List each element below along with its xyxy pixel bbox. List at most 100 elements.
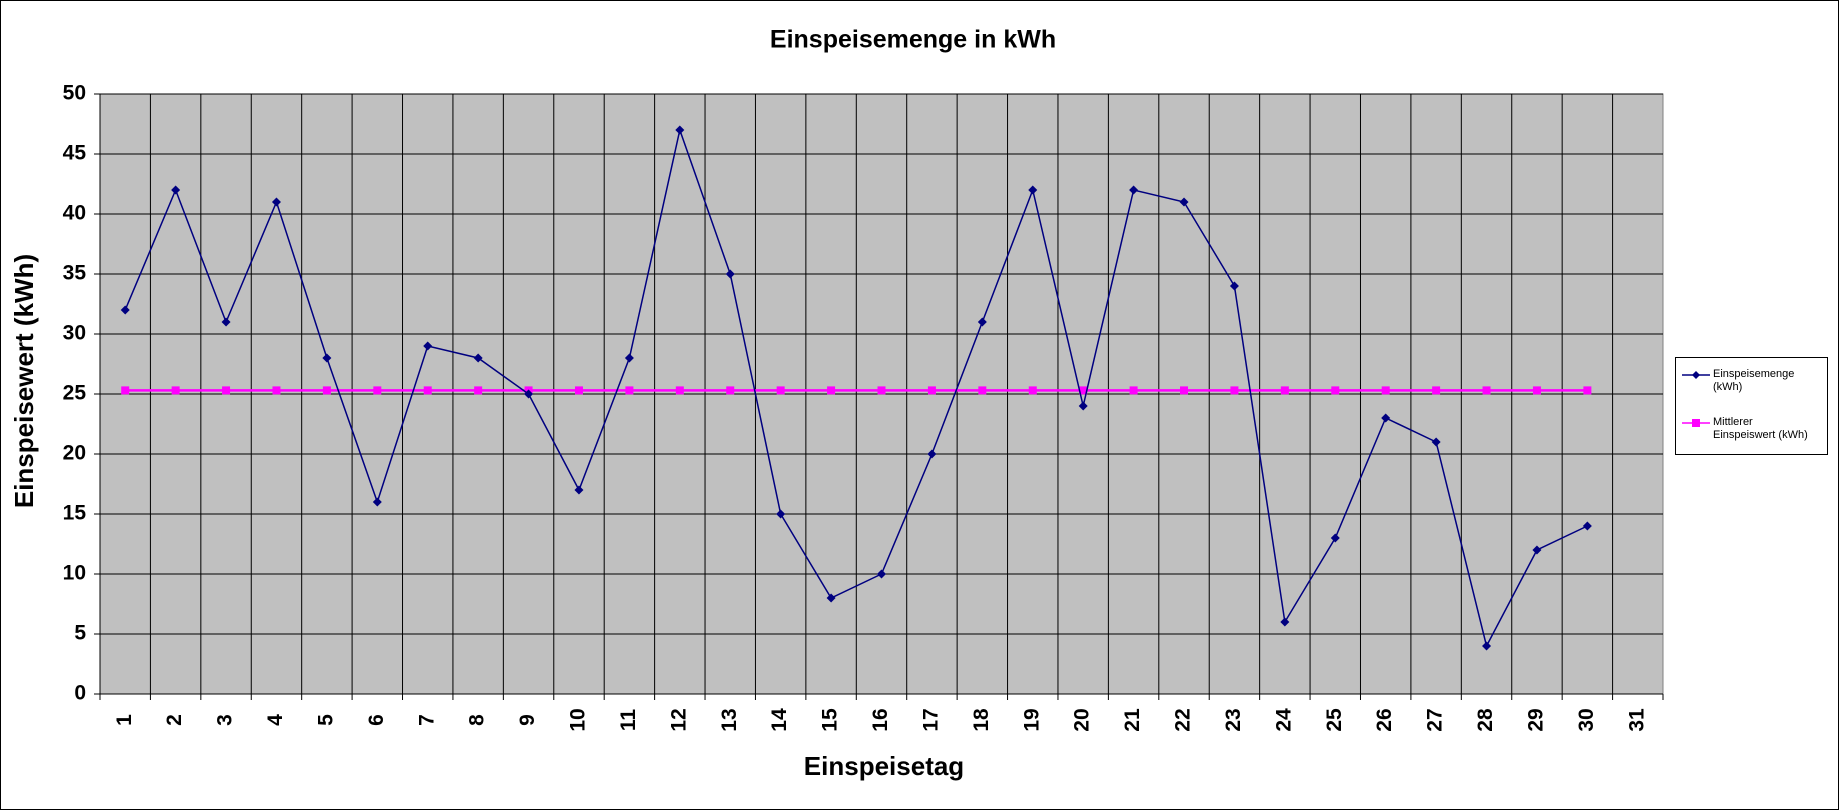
point-marker [1028, 386, 1037, 395]
point-marker [1179, 197, 1189, 207]
point-marker [1583, 386, 1592, 395]
series-line [124, 127, 1588, 649]
point-marker [1129, 386, 1138, 395]
point-marker [1532, 386, 1541, 395]
x-tick-label: 31 [1625, 708, 1648, 732]
x-tick-label: 23 [1222, 708, 1245, 731]
point-marker [1532, 545, 1542, 555]
x-tick-label: 21 [1121, 708, 1144, 732]
point-marker [222, 386, 231, 395]
x-tick-label: 10 [567, 708, 590, 731]
point-marker [322, 353, 332, 363]
point-marker [1381, 386, 1390, 395]
y-tick-label: 5 [74, 622, 86, 645]
point-marker [120, 305, 130, 315]
x-tick-label: 26 [1373, 708, 1396, 731]
point-marker [624, 353, 634, 363]
x-tick-label: 13 [718, 708, 741, 731]
point-marker [1432, 386, 1441, 395]
point-marker [1230, 386, 1239, 395]
x-tick-label: 19 [1020, 708, 1043, 731]
x-tick-label: 17 [919, 708, 942, 731]
point-marker [1280, 617, 1290, 627]
point-marker [827, 386, 836, 395]
point-marker [1482, 386, 1491, 395]
x-tick-label: 25 [1323, 708, 1346, 732]
x-tick-label: 3 [214, 714, 237, 726]
point-marker [1079, 386, 1088, 395]
chart-title: Einspeisemenge in kWh [770, 26, 1056, 54]
point-marker [473, 353, 483, 363]
x-tick-label: 9 [516, 714, 539, 726]
point-marker [272, 386, 281, 395]
point-marker [726, 386, 735, 395]
point-marker [373, 386, 382, 395]
point-marker [524, 389, 534, 399]
point-marker [271, 197, 281, 207]
x-axis-label: Einspeisetag [804, 751, 964, 781]
point-marker [1078, 401, 1088, 411]
x-tick-label: 2 [163, 714, 186, 726]
point-marker [1330, 533, 1340, 543]
point-marker [1129, 185, 1139, 195]
point-marker [1331, 386, 1340, 395]
x-tick-label: 18 [970, 708, 993, 732]
legend-item: Mittlerer Einspeiswert (kWh) [1682, 416, 1818, 442]
point-marker [927, 386, 936, 395]
point-marker [776, 386, 785, 395]
y-tick-label: 0 [74, 682, 86, 705]
point-marker [322, 386, 331, 395]
x-tick-label: 20 [1071, 708, 1094, 731]
point-marker [675, 386, 684, 395]
point-marker [977, 317, 987, 327]
y-tick-label: 50 [63, 82, 86, 105]
legend-item: Einspeisemenge (kWh) [1682, 368, 1818, 394]
x-tick-label: 12 [667, 708, 690, 731]
x-tick-label: 7 [415, 714, 438, 726]
y-tick-label: 10 [63, 562, 86, 585]
point-marker [877, 569, 886, 579]
x-tick-label: 29 [1524, 708, 1547, 731]
x-tick-label: 28 [1474, 708, 1497, 732]
point-marker [574, 485, 584, 495]
x-tick-label: 11 [617, 709, 640, 732]
legend-marker [1692, 371, 1700, 379]
point-marker [1582, 521, 1592, 531]
point-marker [1381, 413, 1391, 423]
x-tick-label: 30 [1575, 708, 1598, 731]
x-tick-label: 4 [264, 714, 287, 726]
point-marker [927, 449, 937, 459]
point-marker [625, 386, 634, 395]
x-tick-label: 5 [314, 714, 337, 726]
x-tick-label: 14 [768, 708, 791, 732]
point-marker [1431, 437, 1441, 447]
legend-label: Mittlerer Einspeiswert (kWh) [1713, 416, 1808, 441]
point-marker [372, 497, 382, 507]
x-tick-label: 6 [365, 714, 388, 726]
point-marker [1180, 386, 1189, 395]
point-marker [1229, 281, 1239, 291]
x-tick-label: 8 [466, 714, 489, 726]
legend-swatch [1682, 371, 1710, 379]
point-marker [171, 386, 180, 395]
point-marker [423, 386, 432, 395]
y-tick-label: 15 [63, 502, 87, 525]
point-marker [171, 185, 181, 195]
legend: Einspeisemenge (kWh) Mittlerer Einspeiswe… [1675, 357, 1828, 455]
y-tick-label: 30 [63, 322, 86, 345]
legend-swatch [1682, 419, 1710, 427]
point-marker [1280, 386, 1289, 395]
y-axis-label: Einspeisewert (kWh) [9, 254, 39, 508]
y-tick-label: 20 [63, 442, 86, 465]
y-tick-label: 25 [63, 382, 87, 405]
point-marker [978, 386, 987, 395]
x-tick-label: 22 [1172, 708, 1195, 731]
x-tick-label: 24 [1272, 708, 1295, 732]
point-marker [776, 509, 786, 519]
point-marker [574, 386, 583, 395]
point-marker [474, 386, 483, 395]
x-tick-label: 27 [1424, 708, 1447, 731]
point-marker [877, 386, 886, 395]
point-marker [675, 125, 685, 135]
